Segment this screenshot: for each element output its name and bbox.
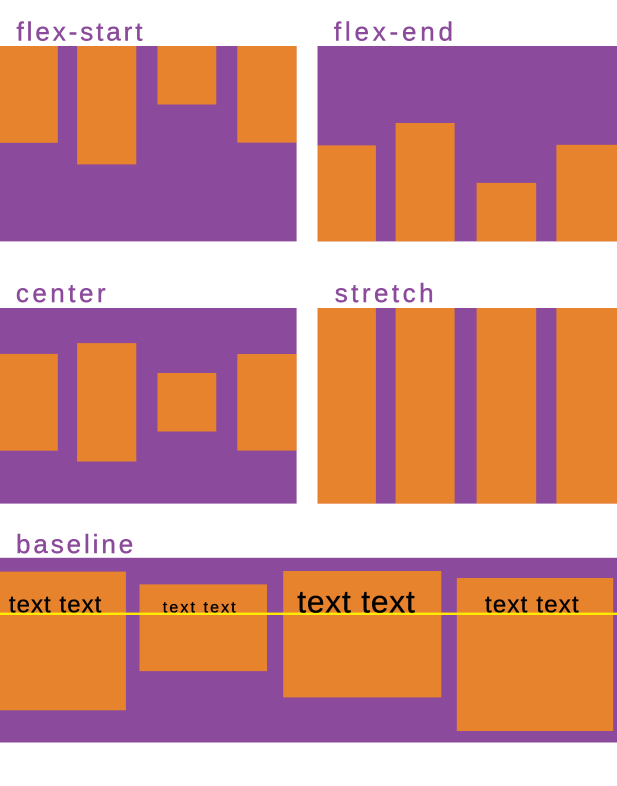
- svg-text:text text: text text: [297, 583, 415, 619]
- svg-text:text text: text text: [485, 591, 580, 618]
- svg-text:baseline: baseline: [16, 529, 136, 559]
- svg-text:flex-start: flex-start: [17, 17, 146, 47]
- svg-text:text text: text text: [9, 591, 103, 618]
- svg-text:flex-end: flex-end: [334, 17, 457, 47]
- svg-text:center: center: [16, 278, 109, 308]
- svg-text:stretch: stretch: [335, 278, 437, 308]
- svg-text:text text: text text: [163, 599, 238, 616]
